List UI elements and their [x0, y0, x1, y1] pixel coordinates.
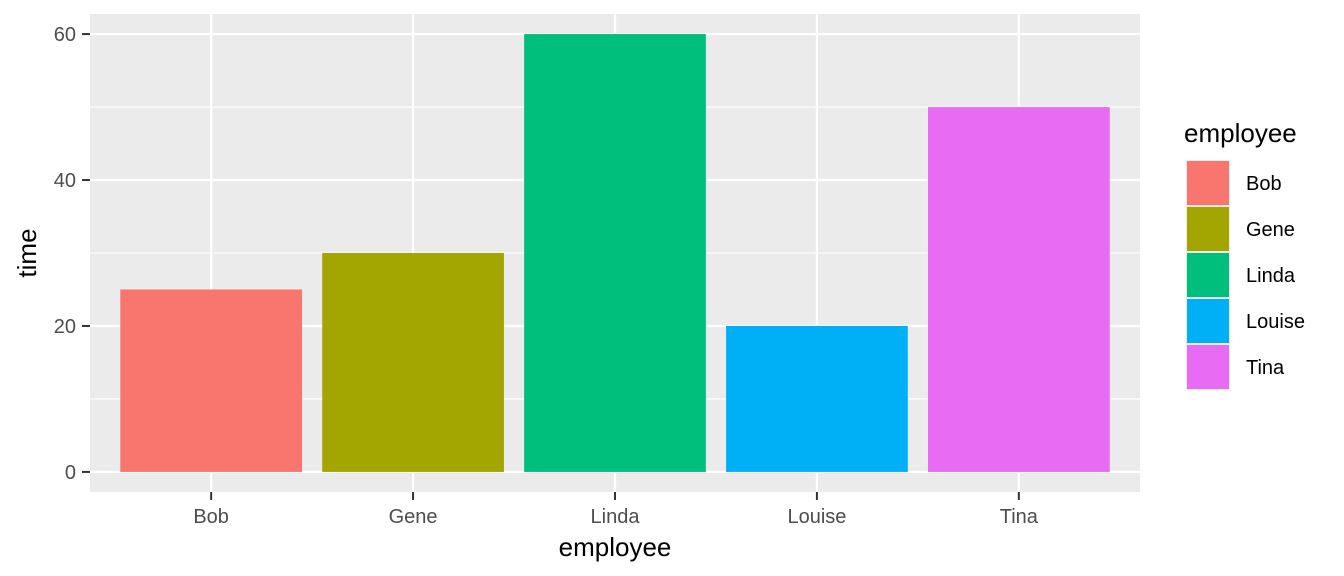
bar-tina [927, 107, 1110, 472]
y-tick-label: 40 [54, 170, 76, 192]
x-tick-label: Linda [591, 506, 641, 528]
y-axis-title: time [12, 228, 42, 277]
x-tick-label: Gene [389, 506, 438, 528]
x-tick-label: Tina [1000, 506, 1039, 528]
bars [120, 34, 1110, 472]
y-tick-label: 60 [54, 24, 76, 46]
legend-label: Bob [1246, 173, 1282, 195]
legend-key-linda [1187, 253, 1229, 297]
x-tick-label: Louise [787, 506, 846, 528]
legend-key-gene [1187, 207, 1229, 251]
bar-gene [322, 253, 504, 472]
y-tick-label: 0 [65, 462, 76, 484]
legend-key-tina [1187, 345, 1229, 389]
legend: employee Bob Gene Linda Louise Tina [1184, 118, 1305, 390]
legend-items: Bob Gene Linda Louise Tina [1186, 160, 1305, 390]
legend-label: Gene [1246, 219, 1295, 241]
legend-key-louise [1187, 299, 1229, 343]
y-tick-label: 20 [54, 316, 76, 338]
x-axis-title: employee [559, 532, 672, 562]
bar-bob [120, 289, 303, 472]
legend-key-bob [1187, 161, 1229, 205]
bar-linda [524, 34, 706, 472]
legend-title: employee [1184, 118, 1297, 148]
legend-label: Linda [1246, 265, 1296, 287]
y-axis: 0 20 40 60 [54, 24, 90, 484]
x-axis: Bob Gene Linda Louise Tina [193, 492, 1039, 528]
legend-label: Louise [1246, 311, 1305, 333]
legend-label: Tina [1246, 357, 1285, 379]
bar-louise [726, 325, 908, 472]
x-tick-label: Bob [193, 506, 229, 528]
